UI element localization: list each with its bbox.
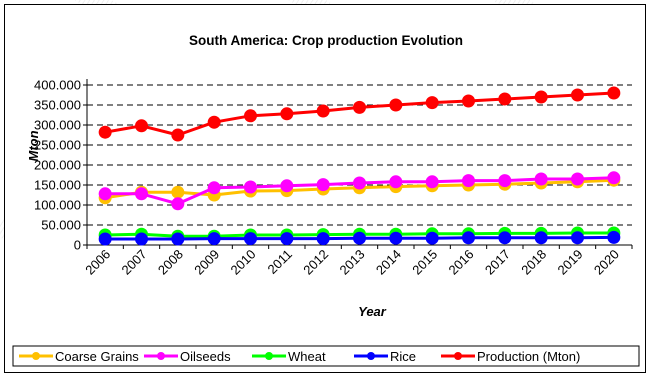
- data-point-rice: [425, 231, 439, 245]
- data-point-rice: [316, 232, 330, 246]
- data-point-coarse-grains: [171, 185, 185, 199]
- data-point-oilseeds: [244, 180, 257, 194]
- data-point-production-mton: [98, 125, 112, 139]
- x-tick-label: 2014: [373, 247, 404, 278]
- y-tick-label: 400.000: [34, 78, 81, 93]
- y-tick-label: 150.000: [34, 178, 81, 193]
- data-point-rice: [534, 231, 548, 245]
- data-point-oilseeds: [135, 187, 148, 201]
- data-point-oilseeds: [607, 171, 621, 185]
- data-point-rice: [607, 230, 621, 244]
- legend-box: [12, 345, 640, 367]
- x-tick-label: 2016: [446, 247, 477, 278]
- data-point-oilseeds: [280, 179, 294, 193]
- chart-frame: South America: Crop production Evolution…: [4, 4, 646, 373]
- data-point-rice: [353, 231, 366, 245]
- data-point-production-mton: [462, 94, 475, 108]
- data-point-production-mton: [498, 92, 512, 106]
- data-point-production-mton: [389, 98, 403, 112]
- data-point-production-mton: [316, 104, 330, 118]
- legend-label-production-mton: Production (Mton): [477, 349, 580, 364]
- chart-title: South America: Crop production Evolution: [189, 33, 463, 48]
- x-tick-label: 2007: [119, 247, 150, 278]
- data-point-oilseeds: [462, 174, 475, 188]
- data-point-rice: [207, 232, 221, 246]
- legend-label-rice: Rice: [390, 349, 416, 364]
- x-tick-label: 2019: [555, 247, 586, 278]
- x-tick-label: 2011: [265, 247, 295, 277]
- data-point-production-mton: [425, 96, 439, 110]
- data-point-oilseeds: [498, 174, 512, 188]
- x-tick-label: 2008: [155, 247, 186, 278]
- x-tick-label: 2020: [591, 247, 622, 278]
- data-point-oilseeds: [534, 172, 548, 186]
- y-tick-label: 350.000: [34, 98, 81, 113]
- legend-label-wheat: Wheat: [288, 349, 326, 364]
- legend-marker-production-mton: [454, 352, 462, 360]
- x-tick-label: 2015: [409, 247, 440, 278]
- y-tick-label: 300.000: [34, 118, 81, 133]
- x-tick-label: 2017: [482, 247, 513, 278]
- x-axis-label: Year: [358, 304, 387, 319]
- data-point-rice: [571, 231, 584, 245]
- legend-label-oilseeds: Oilseeds: [180, 349, 231, 364]
- data-point-oilseeds: [571, 172, 584, 186]
- legend-label-coarse-grains: Coarse Grains: [55, 349, 139, 364]
- series-layer: [98, 86, 621, 246]
- data-point-oilseeds: [207, 181, 221, 195]
- data-point-oilseeds: [389, 175, 403, 189]
- chart-svg: South America: Crop production Evolution…: [12, 33, 640, 367]
- x-tick-label: 2006: [82, 247, 113, 278]
- legend-marker-rice: [367, 352, 375, 360]
- y-tick-label: 200.000: [34, 158, 81, 173]
- y-tick-label: 100.000: [34, 198, 81, 213]
- data-point-production-mton: [171, 128, 185, 142]
- data-point-rice: [135, 232, 148, 246]
- data-point-rice: [98, 232, 112, 246]
- data-point-oilseeds: [98, 187, 112, 201]
- data-point-rice: [389, 231, 403, 245]
- y-tick-label: 50.000: [41, 218, 81, 233]
- x-tick-label: 2010: [228, 247, 259, 278]
- legend: Coarse Grains Oilseeds Wheat Rice Production…: [12, 345, 640, 367]
- legend-marker-oilseeds: [157, 352, 165, 360]
- data-point-production-mton: [571, 88, 584, 102]
- data-point-production-mton: [353, 100, 366, 114]
- data-point-rice: [280, 232, 294, 246]
- data-point-production-mton: [280, 107, 294, 121]
- data-point-oilseeds: [316, 178, 330, 192]
- data-point-rice: [244, 232, 257, 246]
- data-point-production-mton: [244, 109, 257, 123]
- data-point-oilseeds: [425, 175, 439, 189]
- data-point-rice: [498, 231, 512, 245]
- legend-marker-wheat: [265, 352, 273, 360]
- data-point-production-mton: [607, 86, 621, 100]
- x-tick-label: 2012: [300, 247, 331, 278]
- x-tick-label: 2013: [337, 247, 368, 278]
- data-point-production-mton: [534, 90, 548, 104]
- y-tick-label: 0: [74, 238, 81, 253]
- y-tick-label: 250.000: [34, 138, 81, 153]
- data-point-oilseeds: [171, 197, 185, 211]
- data-point-oilseeds: [353, 176, 366, 190]
- data-point-rice: [462, 231, 475, 245]
- data-point-rice: [171, 232, 185, 246]
- x-tick-label: 2018: [518, 247, 549, 278]
- legend-marker-coarse-grains: [32, 352, 40, 360]
- data-point-production-mton: [207, 115, 221, 129]
- data-point-production-mton: [135, 119, 148, 133]
- x-tick-label: 2009: [191, 247, 222, 278]
- y-axis-label: Mton: [26, 130, 41, 161]
